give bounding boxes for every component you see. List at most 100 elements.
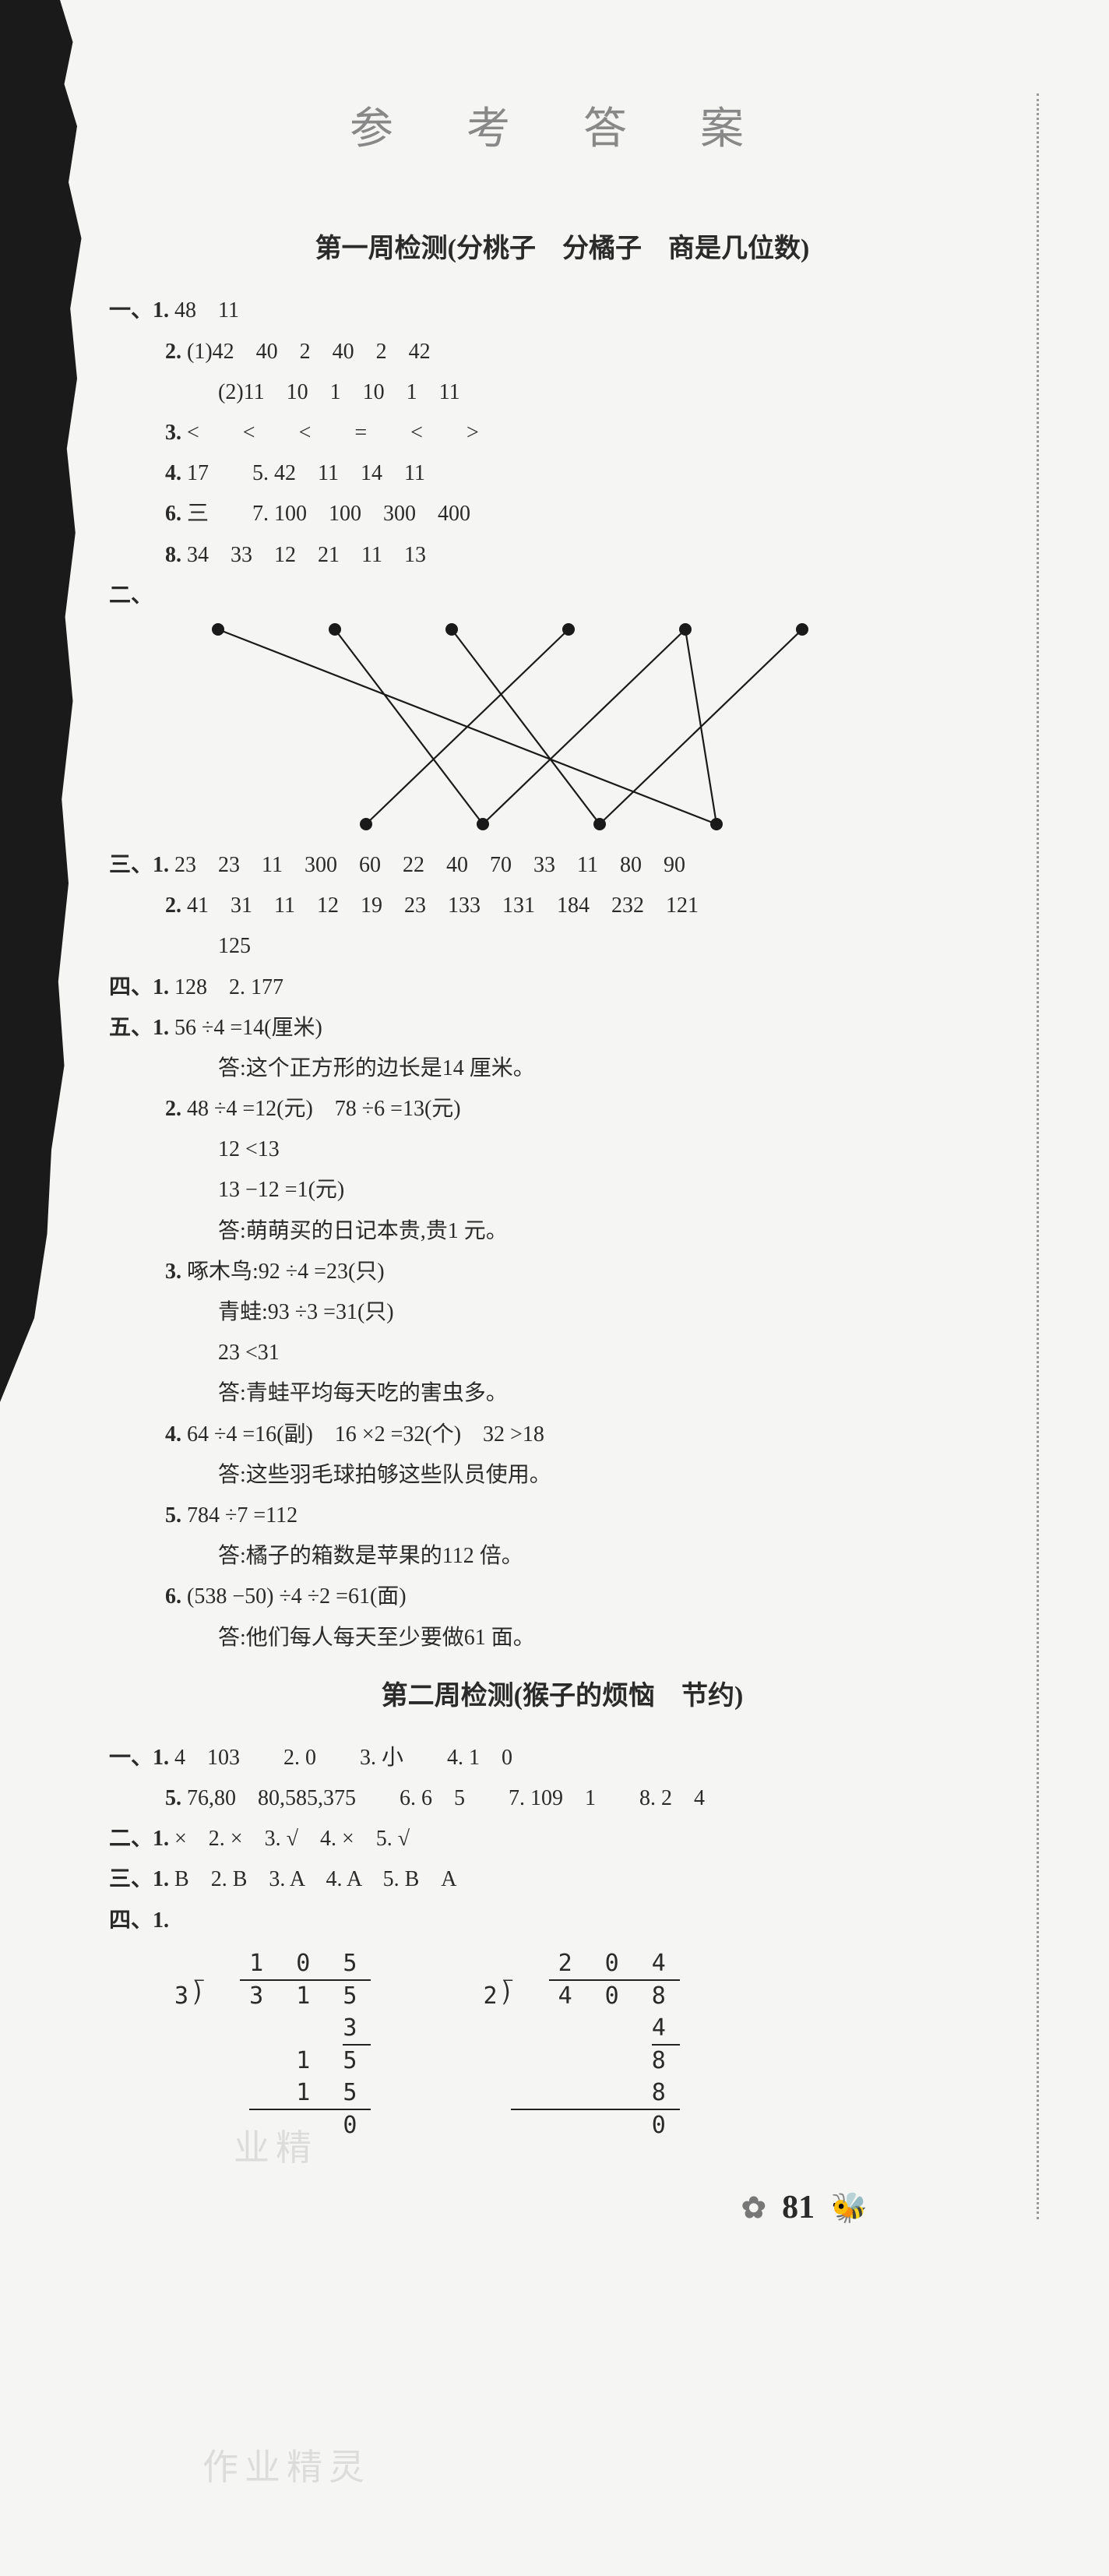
answer-text: (538 −50) ÷4 ÷2 =61(面)	[187, 1584, 407, 1609]
group-1-1: 一、1. 48 11	[109, 293, 1016, 329]
answer-text: 4 103 2. 0 3. 小 4. 1 0	[174, 1746, 512, 1770]
answer-text: 23 <31	[218, 1341, 280, 1365]
item: 青蛙:93 ÷3 =31(只)	[109, 1295, 1016, 1330]
item: 答:这些羽毛球拍够这些队员使用。	[109, 1457, 1016, 1493]
page-number: 81	[782, 2190, 815, 2225]
section-2-heading: 第二周检测(猴子的烦恼 节约)	[109, 1675, 1016, 1718]
item: 答:萌萌买的日记本贵,贵1 元。	[109, 1214, 1016, 1249]
answer-text: 23 23 11 300 60 22 40 70 33 11 80 90	[174, 853, 685, 877]
answer-text: × 2. × 3. √ 4. × 5. √	[174, 1827, 410, 1851]
answer-text: 784 ÷7 =112	[187, 1503, 297, 1528]
item-num: 5.	[165, 1786, 181, 1810]
group-label: 五、	[109, 1016, 153, 1040]
item: 答:这个正方形的边长是14 厘米。	[109, 1051, 1016, 1087]
group-label: 一、	[109, 298, 153, 322]
answer-text: 34 33 12 21 11 13	[187, 543, 426, 567]
item: 5. 784 ÷7 =112	[109, 1498, 1016, 1534]
group-label: 二、	[109, 583, 153, 608]
item-num: 5.	[165, 1503, 181, 1528]
page-footer: ✿ 81 🐝	[109, 2181, 1016, 2235]
group-label: 四、	[109, 975, 153, 999]
answer-text: 125	[218, 934, 251, 958]
dotted-right-margin	[1037, 93, 1039, 2219]
answer-text: 12 <13	[218, 1137, 280, 1161]
group-label: 二、	[109, 1827, 153, 1851]
item-num: 3.	[165, 421, 181, 445]
group-2-3: 三、1. B 2. B 3. A 4. A 5. B A	[109, 1862, 1016, 1898]
section-1-heading: 第一周检测(分桃子 分橘子 商是几位数)	[109, 227, 1016, 271]
answer-text: (2)11 10 1 10 1 11	[218, 380, 460, 404]
answer-text: 48 ÷4 =12(元) 78 ÷6 =13(元)	[187, 1097, 461, 1121]
item-num: 2.	[165, 1097, 181, 1121]
item: 3. 啄木鸟:92 ÷4 =23(只)	[109, 1254, 1016, 1290]
item: (2)11 10 1 10 1 11	[109, 375, 1016, 411]
answer-text: 64 ÷4 =16(副) 16 ×2 =32(个) 32 >18	[187, 1422, 544, 1447]
group-label: 三、	[109, 1867, 153, 1891]
answer-text: B 2. B 3. A 4. A 5. B A	[174, 1867, 457, 1891]
item-num: 1.	[153, 298, 169, 322]
item: 2. (1)42 40 2 40 2 42	[109, 334, 1016, 370]
item: 3. < < < = < >	[109, 415, 1016, 451]
item-num: 2.	[165, 340, 181, 364]
answer-text: 三 7. 100 100 300 400	[187, 502, 470, 526]
bee-icon: 🐝	[831, 2192, 868, 2225]
answer-text: 48 11	[174, 298, 239, 322]
watermark-2: 作业精灵	[202, 2438, 371, 2497]
item-num: 1.	[153, 1867, 169, 1891]
long-division-2: 2 0 42⟌4 0 84 8 8 0	[511, 1948, 679, 2142]
group-1-5: 五、1. 56 ÷4 =14(厘米)	[109, 1010, 1016, 1046]
matching-diagram	[187, 622, 857, 840]
item-num: 1.	[153, 1746, 169, 1770]
answer-text: 青蛙:93 ÷3 =31(只)	[218, 1300, 394, 1324]
torn-left-edge	[0, 0, 86, 1402]
item-num: 6.	[165, 502, 181, 526]
leaf-icon: ✿	[741, 2192, 766, 2225]
group-2-1: 一、1. 4 103 2. 0 3. 小 4. 1 0	[109, 1740, 1016, 1776]
group-2-4: 四、1.	[109, 1903, 1016, 1939]
group-label: 三、	[109, 853, 153, 877]
answer-text: 56 ÷4 =14(厘米)	[174, 1016, 322, 1040]
answer-text: 答:橘子的箱数是苹果的112 倍。	[218, 1544, 523, 1568]
item-num: 4.	[165, 461, 181, 485]
answer-text: 13 −12 =1(元)	[218, 1178, 344, 1202]
item: 6. (538 −50) ÷4 ÷2 =61(面)	[109, 1579, 1016, 1615]
answer-text: (1)42 40 2 40 2 42	[187, 340, 431, 364]
group-1-4: 四、1. 128 2. 177	[109, 970, 1016, 1006]
group-1-2: 二、	[109, 578, 1016, 614]
item: 6. 三 7. 100 100 300 400	[109, 496, 1016, 532]
item: 答:青蛙平均每天吃的害虫多。	[109, 1376, 1016, 1411]
item: 125	[109, 929, 1016, 964]
item-num: 8.	[165, 543, 181, 567]
answer-text: 76,80 80,585,375 6. 6 5 7. 109 1 8. 2 4	[187, 1786, 705, 1810]
item-num: 1.	[153, 853, 169, 877]
group-1-3: 三、1. 23 23 11 300 60 22 40 70 33 11 80 9…	[109, 848, 1016, 883]
page-title: 参 考 答 案	[109, 93, 1016, 165]
group-2-2: 二、1. × 2. × 3. √ 4. × 5. √	[109, 1821, 1016, 1857]
answer-text: 啄木鸟:92 ÷4 =23(只)	[187, 1260, 385, 1284]
long-division-row: 1 0 53⟌3 1 53 1 5 1 5 0 2 0 42⟌4 0 84 8 …	[202, 1948, 1016, 2142]
item-num: 1.	[153, 1016, 169, 1040]
item-num: 2.	[165, 893, 181, 918]
group-label: 一、	[109, 1746, 153, 1770]
item: 2. 48 ÷4 =12(元) 78 ÷6 =13(元)	[109, 1091, 1016, 1127]
item: 23 <31	[109, 1335, 1016, 1371]
item-num: 3.	[165, 1260, 181, 1284]
answer-text: 17 5. 42 11 14 11	[187, 461, 425, 485]
answer-text: 答:萌萌买的日记本贵,贵1 元。	[218, 1219, 508, 1243]
item: 12 <13	[109, 1132, 1016, 1168]
answer-text: 答:他们每人每天至少要做61 面。	[218, 1626, 535, 1650]
item-num: 4.	[165, 1422, 181, 1447]
item: 4. 64 ÷4 =16(副) 16 ×2 =32(个) 32 >18	[109, 1417, 1016, 1453]
item: 8. 34 33 12 21 11 13	[109, 537, 1016, 573]
item: 答:橘子的箱数是苹果的112 倍。	[109, 1538, 1016, 1574]
item-num: 1.	[153, 975, 169, 999]
item: 4. 17 5. 42 11 14 11	[109, 456, 1016, 492]
answer-text: 128 2. 177	[174, 975, 283, 999]
answer-text: 答:这个正方形的边长是14 厘米。	[218, 1056, 535, 1080]
group-label: 四、	[109, 1908, 153, 1933]
item: 13 −12 =1(元)	[109, 1172, 1016, 1208]
item-num: 6.	[165, 1584, 181, 1609]
answer-text: 41 31 11 12 19 23 133 131 184 232 121	[187, 893, 699, 918]
long-division-1: 1 0 53⟌3 1 53 1 5 1 5 0	[202, 1948, 371, 2142]
answer-text: 答:青蛙平均每天吃的害虫多。	[218, 1381, 508, 1405]
